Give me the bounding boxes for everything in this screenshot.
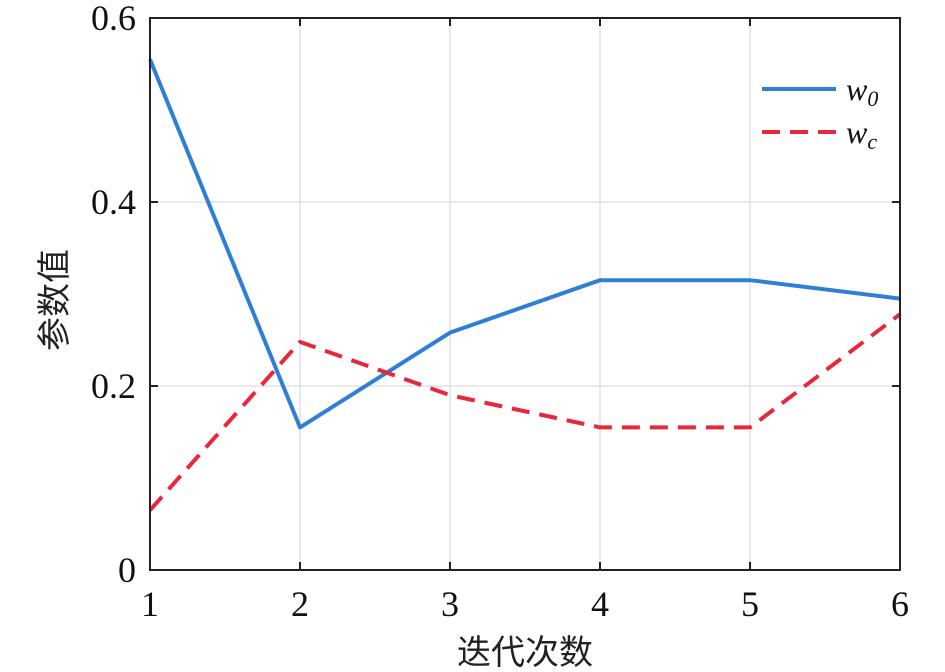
x-axis-title: 迭代次数 [457, 633, 593, 672]
y-tick-label: 0 [118, 550, 136, 590]
y-tick-label: 0.4 [91, 182, 136, 222]
series-line-w0 [148, 58, 901, 430]
y-axis-title: 参数值 [35, 249, 75, 351]
y-tick-label: 0.2 [91, 366, 136, 406]
legend-label-wc-name: w [846, 114, 868, 150]
series-layer [148, 58, 902, 512]
legend-label-w0: w0 [846, 71, 878, 111]
legend-label-wc-subscript: c [867, 129, 877, 154]
x-tick-label: 1 [141, 584, 159, 624]
grid [150, 18, 900, 570]
plot-frame [149, 17, 901, 571]
ticks: 1 2 3 4 5 6 0 0.2 0.4 0.6 [91, 0, 909, 624]
series-line-wc [148, 312, 902, 512]
legend-label-wc: wc [846, 114, 877, 154]
legend-entry-wc: wc [762, 114, 877, 154]
x-tick-label: 4 [591, 584, 609, 624]
legend-label-w0-subscript: 0 [867, 86, 878, 111]
x-tick-label: 5 [741, 584, 759, 624]
legend-label-w0-name: w [846, 71, 868, 107]
y-tick-label: 0.6 [91, 0, 136, 38]
x-tick-label: 3 [441, 584, 459, 624]
x-tick-label: 6 [891, 584, 909, 624]
legend-entry-w0: w0 [762, 71, 878, 111]
x-tick-label: 2 [291, 584, 309, 624]
legend: w0 wc [762, 71, 878, 154]
